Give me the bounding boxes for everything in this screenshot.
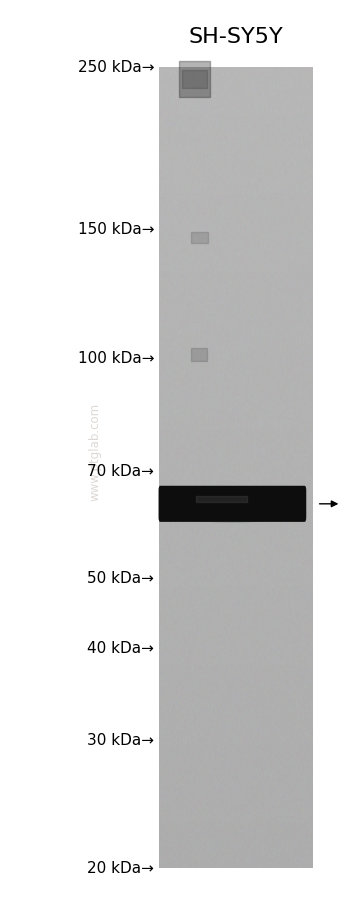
FancyBboxPatch shape: [159, 486, 306, 522]
Text: 150 kDa→: 150 kDa→: [77, 222, 154, 237]
Text: 50 kDa→: 50 kDa→: [87, 570, 154, 585]
Text: www.ptglab.com: www.ptglab.com: [88, 402, 101, 500]
Text: SH-SY5Y: SH-SY5Y: [189, 27, 284, 47]
Text: 30 kDa→: 30 kDa→: [87, 732, 154, 747]
Text: 70 kDa→: 70 kDa→: [87, 464, 154, 478]
Text: 250 kDa→: 250 kDa→: [77, 60, 154, 75]
Text: 20 kDa→: 20 kDa→: [87, 861, 154, 875]
Ellipse shape: [171, 502, 294, 523]
Text: 100 kDa→: 100 kDa→: [77, 350, 154, 365]
Text: 40 kDa→: 40 kDa→: [87, 640, 154, 656]
